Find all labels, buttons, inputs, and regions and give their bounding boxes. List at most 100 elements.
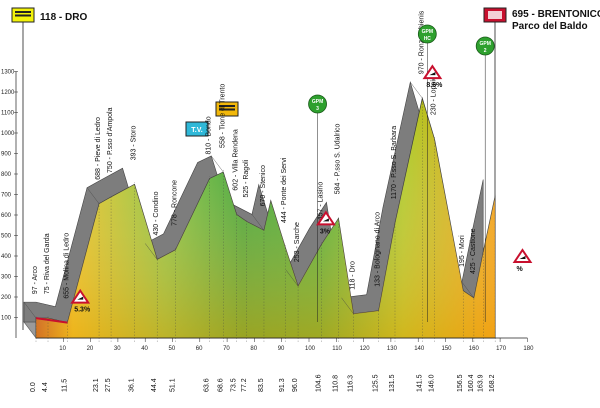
place-name: - Tione di Trento [219,84,226,137]
y-tick-label: 1200 [1,90,15,96]
place-altitude: 602 [233,179,240,191]
y-tick-label: 1000 [1,131,15,137]
profile-edge [23,301,37,319]
place-km-label: 131.5 [389,374,396,392]
place-km-label: 96.0 [292,378,299,392]
place-labels: 0.0 97 - Arco 4.4 75 - Riva del Garda 11.5 65… [30,10,496,392]
place-name: - Molina di Ledro [63,233,70,287]
start-label: 118 - DRO [40,12,87,23]
finish-label-line1: 695 - BRENTONICO [512,9,600,20]
x-tick-label: 70 [223,346,230,352]
place-altitude: 655 [63,287,70,299]
profile-edge [461,281,475,299]
place-altitude: 457 [318,209,325,221]
x-tick-label: 180 [523,346,534,352]
place-altitude: 75 [44,286,51,294]
x-tick-label: 100 [305,346,316,352]
place-name: - Villa Rendena [233,129,240,179]
place-name: - Arco [32,266,39,286]
place-name-label: 750 - P.sso d'Ampola [107,107,114,173]
y-tick-label: 1300 [1,70,15,76]
start-segment [35,317,68,324]
place-name-label: 75 - Riva del Garda [44,233,51,294]
finish-label-line2: Parco del Baldo [512,21,588,32]
x-tick-label: 60 [196,346,203,352]
place-km-label: 146.0 [429,374,436,392]
place-name-label: 133 - Bolognano di Arco [375,212,382,287]
grade-label: 3% [320,228,331,235]
place-name: - P.sso S. Udalrico [334,123,341,182]
x-tick-label: 120 [360,346,371,352]
place-km-label: 163.9 [477,374,484,392]
y-axis: 100 200 300 400 500 600 700 800 900 1000 1100 1200 1… [1,70,18,338]
y-tick-label: 800 [1,172,12,178]
place-name-label: 602 - Villa Rendena [233,129,240,190]
place-altitude: 1170 [391,184,398,199]
y-tick-label: 900 [1,152,12,158]
place-name-label: 195 - Mori [459,235,466,267]
place-name: - Storo [131,126,138,149]
place-name-label: 253 - Sarche [294,222,301,262]
gpm-label: GPM [422,29,433,35]
place-altitude: 525 [243,186,250,198]
place-name: - Castione [470,228,477,262]
grade-slope-glyph [519,256,526,259]
x-tick-label: 140 [414,346,425,352]
profile-shade [36,98,496,339]
place-name: - P.sso d'Ampola [107,107,114,161]
x-tick-label: 90 [278,346,285,352]
grade-warning-icon: 8.6% [422,64,443,89]
place-name: - Sarche [294,222,301,251]
place-name: - P.sso S. Barbara [391,126,398,184]
place-name: - Ragoli [243,159,250,186]
y-tick-label: 500 [1,234,12,240]
place-altitude: 253 [294,250,301,262]
place-km-label: 44.4 [151,378,158,392]
profile-edge [341,297,354,314]
start-flag-icon [11,7,35,330]
x-tick-label: 110 [332,346,342,352]
grade-triangle [316,210,336,226]
x-tick-label: 170 [496,346,507,352]
place-altitude: 133 [375,275,382,287]
place-name: - Dro [349,261,356,279]
grade-slope-glyph [429,72,436,76]
place-km-label: 68.6 [217,378,224,392]
place-km-label: 51.1 [170,378,177,392]
place-km-label: 141.5 [416,374,423,392]
y-tick-label: 700 [1,193,12,199]
bonus-marker-icon [215,101,239,117]
place-altitude: 230 [431,103,438,115]
grade-label: 8.6% [426,82,443,89]
place-altitude: 118 [349,279,356,290]
grade-triangle [512,248,533,263]
place-name-label: 393 - Storo [131,126,138,161]
place-km-label: 23.1 [93,378,100,392]
place-name-label: 778 - Roncone [172,180,179,226]
place-altitude: 97 [32,286,39,294]
profile-edge [86,187,100,204]
profile-edge [145,243,158,260]
place-km-label: 91.3 [279,378,286,392]
grade-label: 5.3% [74,307,91,314]
place-name: - Lasino [318,182,325,209]
y-tick-label: 300 [1,275,12,281]
grade-signs: 5.3% 3% 8.6%% [70,64,533,314]
place-altitude: 970 [418,62,425,74]
place-altitude: 584 [334,182,341,194]
grade-warning-icon: % [512,248,533,273]
place-name-label: 430 - Condino [153,191,160,235]
x-tick-label: 20 [87,346,94,352]
place-name: - Bolognano di Arco [375,212,382,275]
place-altitude: 810 [206,143,213,155]
place-name-label: 1170 - P.sso S. Barbara [391,126,398,199]
place-name-label: 97 - Arco [32,266,39,294]
x-tick-label: 30 [114,346,121,352]
place-altitude: 778 [172,214,179,226]
place-name-label: 425 - Castione [470,228,477,274]
grade-slope-glyph [322,218,329,222]
